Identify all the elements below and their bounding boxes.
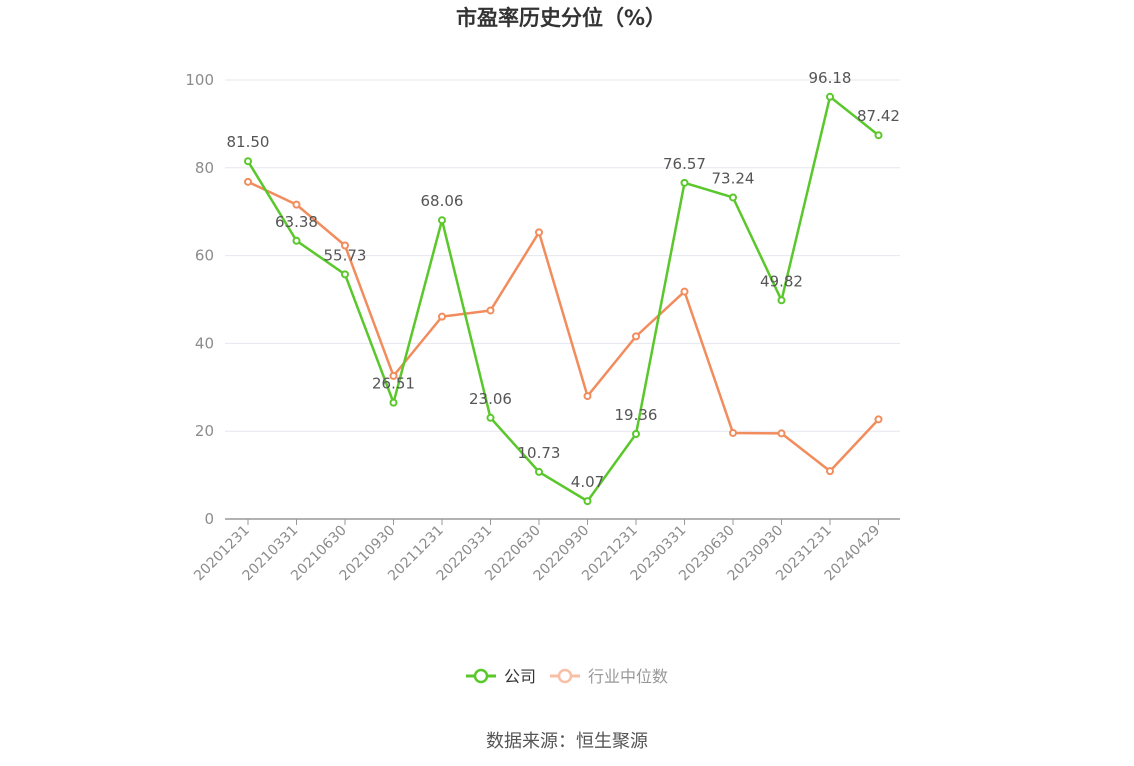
legend: 公司 行业中位数 [466,667,668,686]
data-label: 76.57 [663,155,706,173]
data-point [826,92,834,101]
data-point [777,429,786,438]
data-label: 81.50 [227,133,270,151]
data-label: 23.06 [469,390,512,408]
y-tick-label: 100 [185,71,214,89]
data-point [341,270,349,279]
data-label: 55.73 [324,246,367,264]
data-point [389,398,398,407]
y-axis: 0 20 40 60 80 100 [185,71,214,528]
legend-label: 公司 [504,667,536,686]
data-point [535,228,543,237]
y-tick-label: 0 [204,510,214,528]
series-line-1 [247,180,880,473]
data-point [486,413,495,422]
data-point [486,306,495,315]
data-point [438,312,446,321]
chart-title: 市盈率历史分位（%） [456,6,666,30]
data-point [874,415,883,424]
data-point [535,467,543,476]
legend-item[interactable]: 公司 [466,667,536,686]
data-point [729,428,737,437]
data-point [680,287,689,296]
data-point [341,241,349,250]
series-layer [244,92,883,506]
series-line-0 [246,95,880,503]
x-axis: 2020123120210331202106302021093020211231… [191,518,900,584]
legend-item[interactable]: 行业中位数 [550,667,668,686]
data-point [680,178,689,187]
data-point [777,296,786,305]
grid [225,79,900,432]
data-label: 96.18 [809,69,852,87]
legend-marker [473,668,489,684]
data-point [583,497,592,506]
data-label: 68.06 [421,192,464,210]
data-label: 10.73 [518,444,561,462]
y-tick-label: 80 [195,159,214,177]
data-point [244,177,252,186]
source-note: 数据来源：恒生聚源 [486,731,648,752]
y-tick-label: 60 [195,247,214,265]
legend-marker [557,668,573,684]
y-tick-label: 20 [195,422,214,440]
data-point [632,430,640,439]
data-point [583,392,592,401]
data-point [244,157,252,166]
data-point [632,332,640,341]
data-label: 19.36 [615,406,658,424]
legend-label: 行业中位数 [588,667,668,686]
y-tick-label: 40 [195,334,214,352]
data-point [874,131,883,140]
data-label: 4.07 [571,473,604,491]
data-label: 73.24 [712,169,755,187]
data-point [389,371,398,380]
data-point [438,216,446,225]
data-label: 63.38 [275,213,318,231]
data-point [826,467,834,476]
data-point [292,200,301,209]
data-labels: 81.50 63.38 55.73 26.51 68.06 23.06 10.73 4.07 1… [227,69,900,491]
data-label: 26.51 [372,375,415,393]
data-point [292,236,301,245]
data-label: 87.42 [857,107,900,125]
data-point [729,193,737,202]
data-label: 49.82 [760,272,803,290]
